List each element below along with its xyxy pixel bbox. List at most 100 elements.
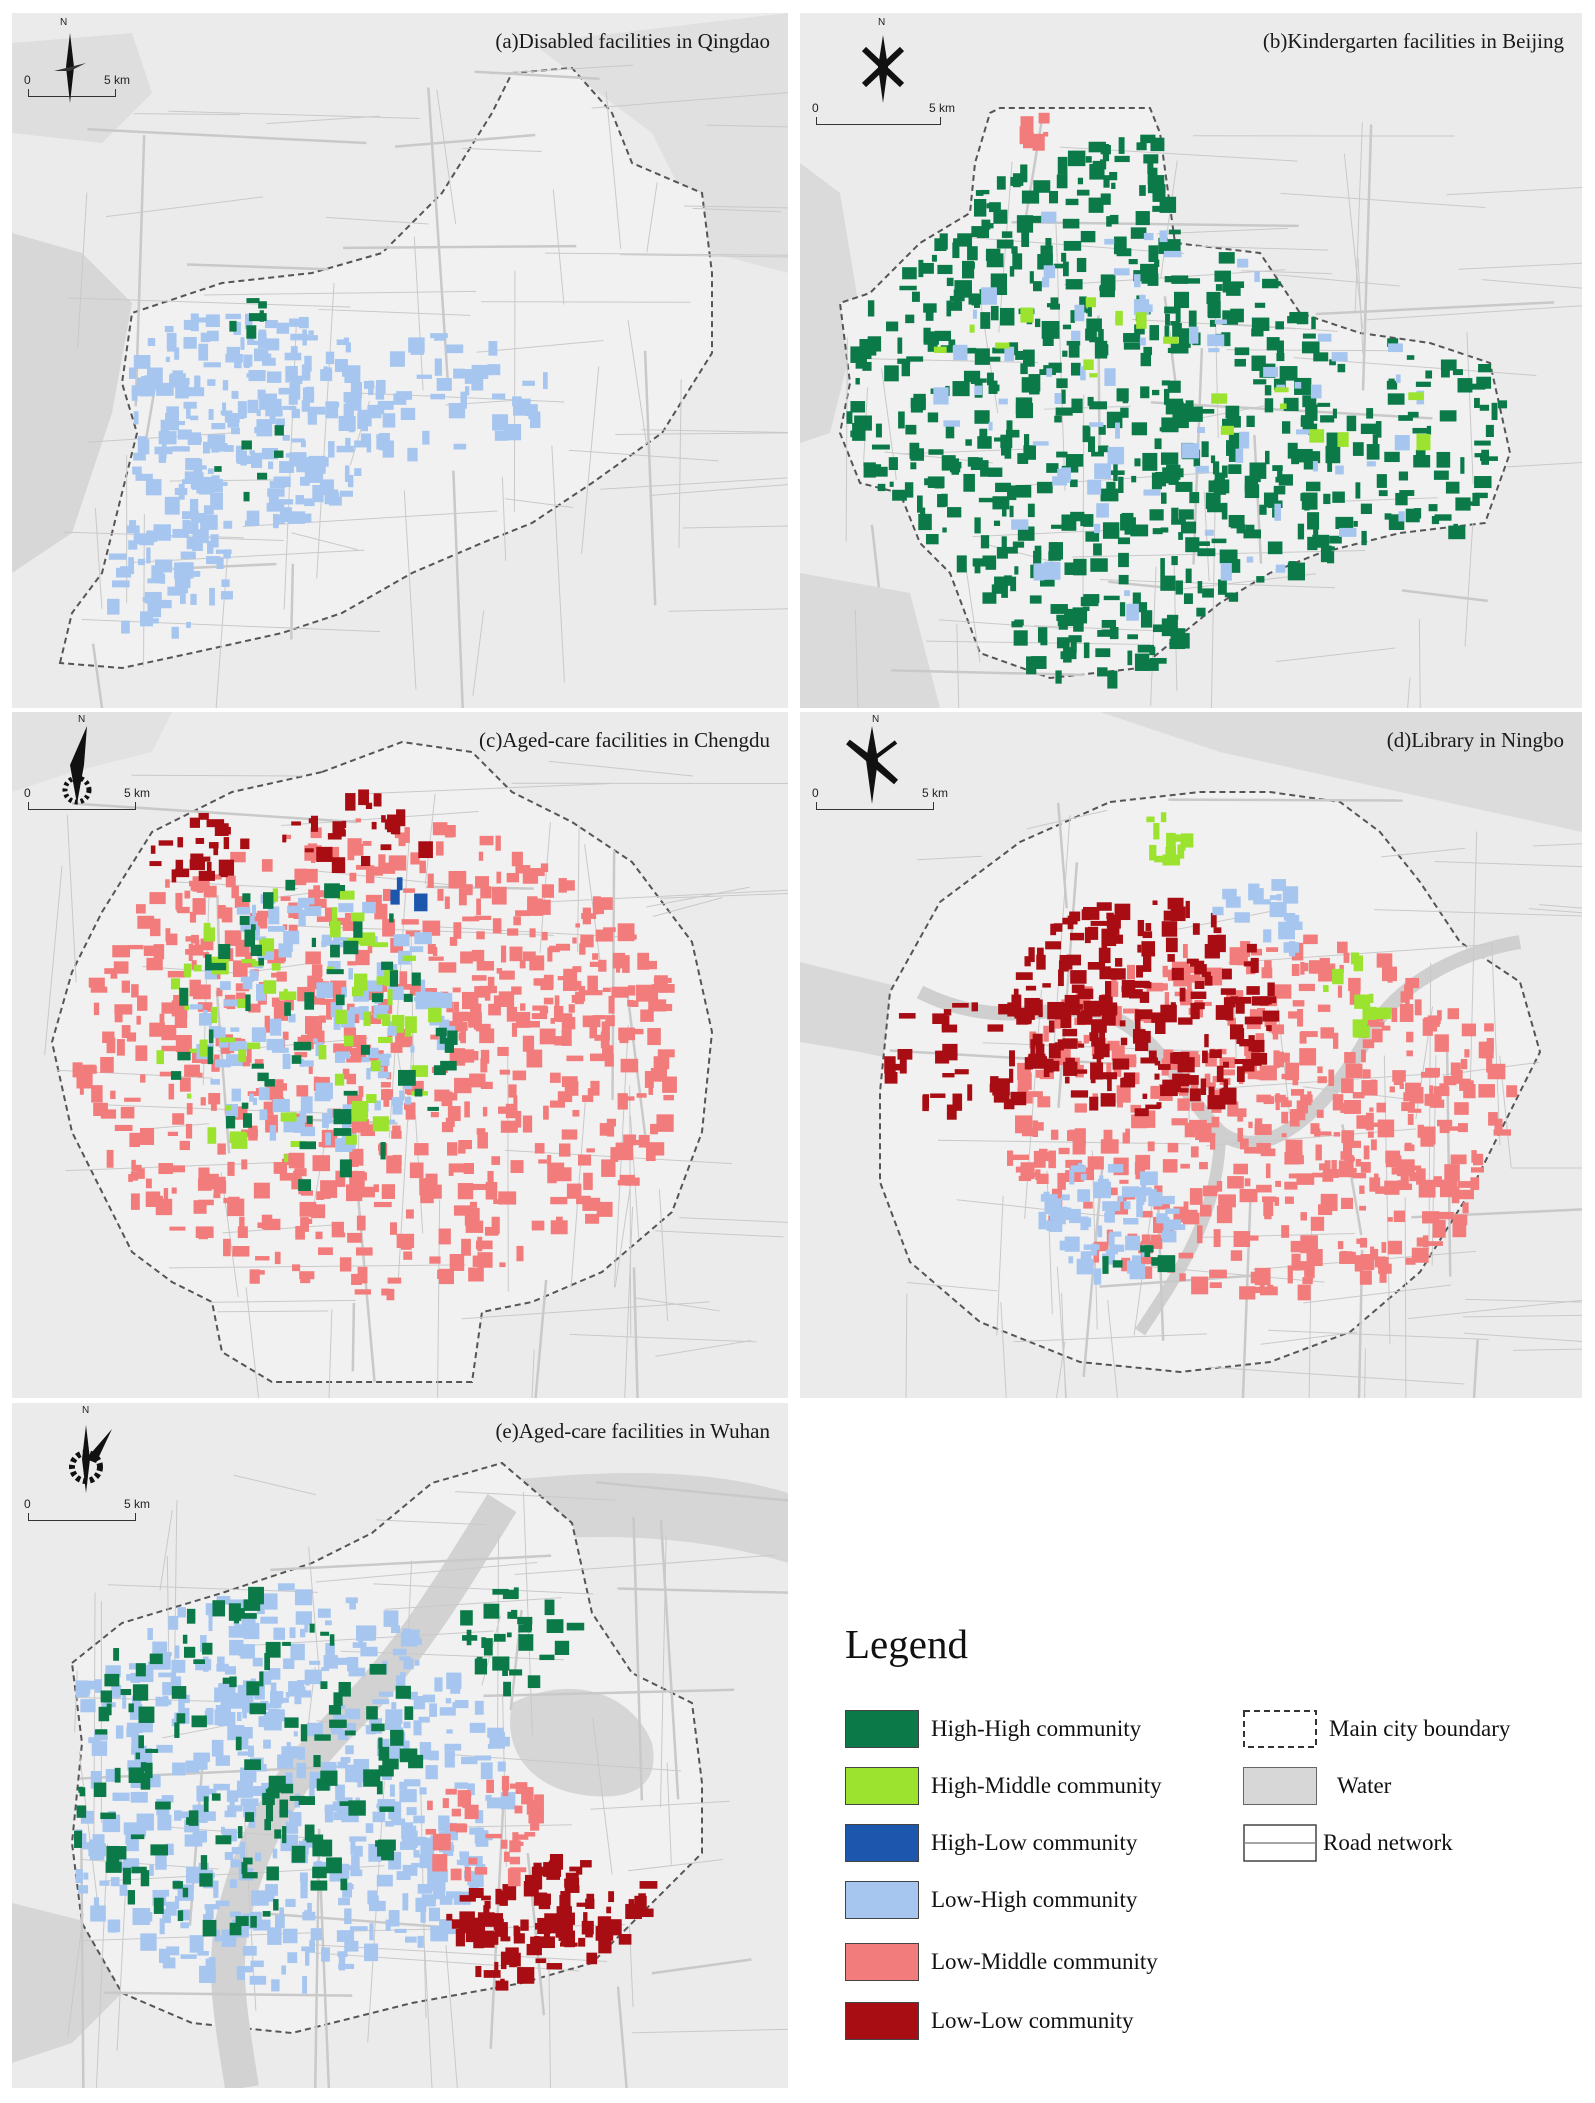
community-patch-low-high — [367, 1047, 379, 1059]
community-patch-low-low — [206, 819, 225, 828]
community-patch-high-high — [262, 1911, 271, 1917]
community-patch-low-high — [404, 1779, 421, 1787]
community-patch-low-high — [158, 1948, 170, 1963]
community-patch-low-middle — [403, 1103, 411, 1110]
community-patch-low-middle — [491, 1216, 500, 1234]
road-segment — [668, 608, 788, 612]
community-patch-low-middle — [1263, 1096, 1274, 1105]
community-patch-low-low — [1078, 1004, 1083, 1010]
community-patch-low-middle — [332, 1232, 346, 1238]
community-patch-low-middle — [1240, 941, 1251, 957]
community-patch-low-middle — [284, 834, 292, 840]
community-patch-low-high — [260, 1616, 278, 1624]
community-patch-high-high — [873, 466, 888, 477]
community-patch-high-high — [1083, 642, 1090, 659]
community-patch-low-middle — [491, 886, 507, 905]
community-patch-low-high — [220, 443, 226, 452]
community-patch-low-middle — [487, 1170, 494, 1183]
road-segment — [476, 339, 604, 353]
community-patch-low-middle — [72, 1062, 83, 1078]
road-segment — [1011, 220, 1299, 228]
community-patch-low-high — [171, 626, 179, 639]
community-patch-high-high — [897, 337, 903, 354]
community-patch-high-high — [1087, 396, 1094, 406]
community-patch-low-middle — [1275, 1180, 1282, 1187]
community-patch-high-high — [229, 1676, 237, 1688]
community-patch-low-middle — [308, 889, 318, 900]
community-patch-high-high — [1113, 236, 1127, 255]
community-patch-low-middle — [623, 1134, 637, 1146]
community-patch-low-low — [331, 857, 346, 873]
community-patch-high-high — [1051, 524, 1068, 529]
community-patch-low-high — [1109, 1244, 1125, 1252]
community-patch-low-middle — [1087, 1156, 1104, 1170]
community-patch-low-low — [1007, 1002, 1020, 1017]
community-patch-low-high — [325, 401, 339, 419]
community-patch-high-high — [326, 969, 344, 975]
community-patch-low-middle — [430, 1111, 439, 1118]
road-segment — [424, 794, 436, 885]
community-patch-low-middle — [261, 859, 273, 872]
community-patch-high-high — [353, 921, 363, 938]
community-patch-low-middle — [477, 1236, 483, 1252]
community-patch-high-high — [910, 462, 917, 470]
community-patch-low-middle — [509, 946, 523, 962]
community-patch-high-high — [1185, 537, 1200, 553]
community-patch-low-high — [282, 434, 290, 441]
community-patch-low-high — [207, 379, 216, 386]
community-patch-low-high — [430, 393, 446, 400]
community-patch-low-low — [884, 1056, 896, 1074]
community-patch-low-high — [220, 1695, 231, 1714]
community-patch-low-middle — [189, 880, 205, 887]
road-segment — [534, 1279, 548, 1398]
community-patch-high-high — [1020, 164, 1028, 183]
community-patch-high-high — [1062, 350, 1068, 357]
community-patch-high-high — [546, 1619, 564, 1633]
community-patch-low-high — [191, 513, 207, 523]
community-patch-high-high — [937, 264, 953, 275]
community-patch-low-middle — [1340, 1151, 1346, 1160]
community-patch-low-middle — [213, 1193, 221, 1199]
community-patch-low-high — [298, 897, 315, 905]
community-patch-low-low — [1243, 961, 1257, 967]
community-patch-high-high — [293, 1041, 312, 1051]
community-patch-low-middle — [1048, 1150, 1056, 1169]
community-patch-low-low — [1135, 1015, 1142, 1020]
community-patch-high-high — [282, 1641, 291, 1646]
community-patch-low-middle — [1320, 1027, 1335, 1039]
community-patch-low-middle — [582, 1197, 601, 1211]
community-patch-low-middle — [447, 1106, 461, 1122]
community-patch-low-high — [128, 557, 134, 574]
community-patch-low-low — [993, 1090, 1010, 1103]
community-patch-low-low — [149, 861, 162, 867]
community-patch-high-high — [1276, 353, 1285, 362]
community-patch-low-high — [155, 1696, 169, 1707]
community-patch-low-low — [1101, 944, 1108, 954]
community-patch-low-middle — [485, 1181, 498, 1200]
community-patch-low-middle — [1191, 1102, 1205, 1111]
community-patch-low-middle — [347, 961, 356, 966]
scale-bar: 0 5 km — [812, 101, 955, 125]
community-patch-low-high — [1041, 211, 1057, 224]
community-patch-low-high — [272, 1848, 278, 1859]
community-patch-low-middle — [592, 1015, 606, 1020]
community-patch-low-high — [185, 1866, 201, 1884]
community-patch-low-middle — [1259, 1065, 1277, 1081]
community-patch-low-high — [270, 1018, 282, 1036]
community-patch-high-middle — [238, 1049, 247, 1062]
community-patch-low-low — [899, 1059, 907, 1074]
community-patch-high-high — [1311, 316, 1316, 330]
community-patch-low-low — [509, 1957, 517, 1968]
community-patch-low-high — [333, 937, 349, 942]
community-patch-high-high — [971, 226, 984, 238]
community-patch-low-low — [1134, 1108, 1149, 1117]
community-patch-high-high — [1046, 303, 1053, 308]
community-patch-low-middle — [463, 1162, 475, 1175]
road-segment — [315, 1952, 580, 1972]
community-patch-high-high — [1428, 504, 1438, 512]
community-patch-low-middle — [1200, 1204, 1212, 1217]
community-patch-high-high — [1147, 167, 1158, 185]
community-patch-low-middle — [607, 1125, 615, 1137]
community-patch-low-middle — [217, 1143, 226, 1155]
road-segment — [649, 484, 788, 496]
